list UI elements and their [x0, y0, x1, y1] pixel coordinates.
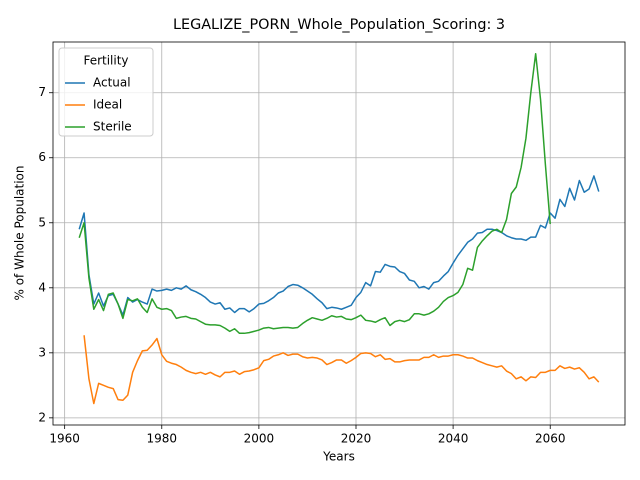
legend-label: Ideal	[93, 98, 122, 112]
line-series	[83, 335, 600, 405]
y-tick-label: 4	[38, 280, 46, 294]
y-tick-label: 5	[38, 215, 46, 229]
legend: Fertility Actual Ideal Sterile	[58, 47, 154, 137]
x-tick-label: 1980	[146, 432, 177, 446]
legend-label: Sterile	[93, 120, 132, 134]
y-tick-label: 6	[38, 150, 46, 164]
legend-box	[58, 47, 154, 137]
plot-frame	[52, 41, 626, 426]
x-axis-label: Years	[322, 450, 355, 464]
line-series	[78, 52, 551, 335]
chart-title: LEGALIZE_PORN_Whole_Population_Scoring: …	[173, 17, 505, 33]
x-tick-label: 1960	[49, 432, 80, 446]
y-tick-label: 2	[38, 410, 46, 424]
x-tick-label: 2060	[535, 432, 566, 446]
legend-title: Fertility	[83, 54, 128, 68]
y-tick-label: 3	[38, 345, 46, 359]
line-series	[78, 175, 600, 316]
x-tick-label: 2000	[244, 432, 275, 446]
y-tick-label: 7	[38, 85, 46, 99]
x-tick-label: 2040	[438, 432, 469, 446]
y-axis-label: % of Whole Population	[13, 166, 27, 301]
legend-label: Actual	[93, 76, 131, 90]
x-tick-label: 2020	[341, 432, 372, 446]
